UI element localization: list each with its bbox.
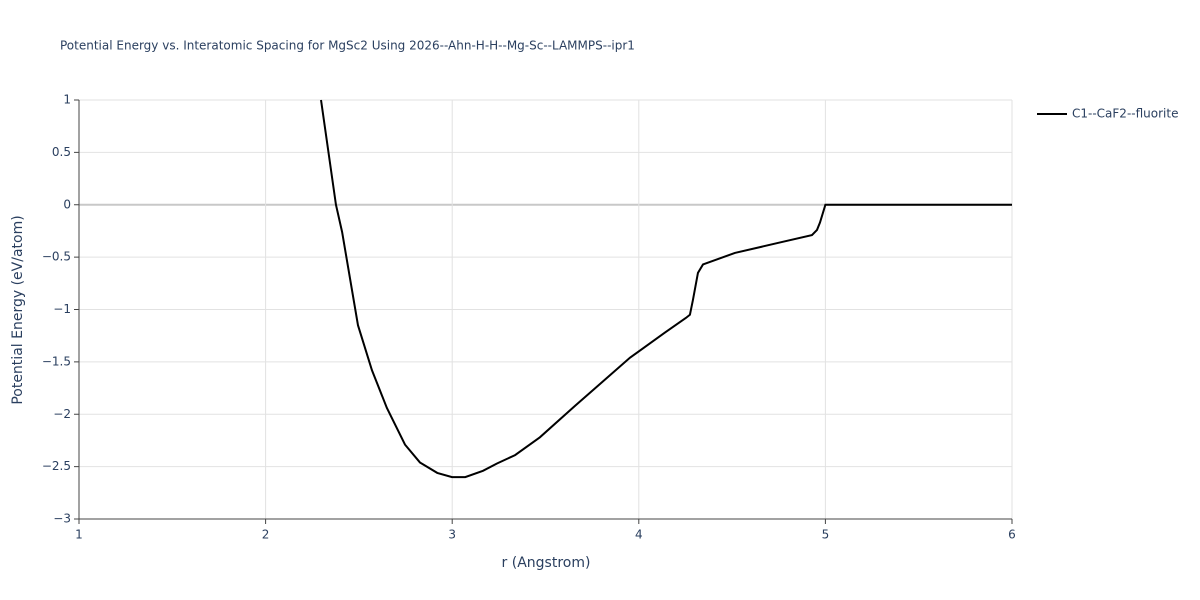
y-axis-title: Potential Energy (eV/atom) xyxy=(10,215,26,404)
y-tick-label: −1.5 xyxy=(42,354,71,368)
x-axis-title: r (Angstrom) xyxy=(502,555,591,571)
x-tick-label: 6 xyxy=(1008,528,1016,542)
x-tick-label: 4 xyxy=(635,528,643,542)
y-tick-label: −2 xyxy=(53,407,71,421)
y-tick-label: 1 xyxy=(63,93,71,107)
y-tick-label: −2.5 xyxy=(42,459,71,473)
y-tick-label: −0.5 xyxy=(42,250,71,264)
x-tick-label: 3 xyxy=(448,528,456,542)
x-tick-label: 2 xyxy=(262,528,270,542)
y-tick-label: 0.5 xyxy=(52,145,71,159)
chart-title: Potential Energy vs. Interatomic Spacing… xyxy=(60,39,635,53)
data-line xyxy=(320,99,1012,479)
x-tick-label: 1 xyxy=(75,528,83,542)
y-tick-label: 0 xyxy=(63,197,71,211)
legend-label: C1--CaF2--fluorite xyxy=(1072,107,1178,121)
y-tick-label: −1 xyxy=(53,302,71,316)
y-tick-label: −3 xyxy=(53,512,71,526)
x-tick-label: 5 xyxy=(822,528,830,542)
